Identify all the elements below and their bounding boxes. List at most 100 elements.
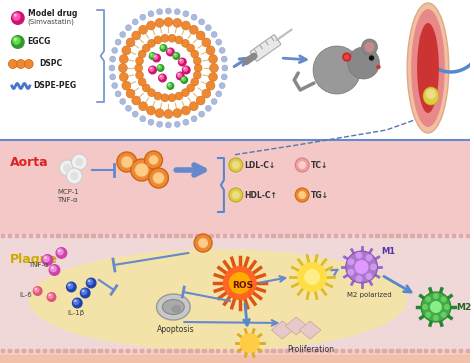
Circle shape bbox=[138, 25, 147, 34]
Circle shape bbox=[346, 251, 377, 283]
Circle shape bbox=[191, 116, 197, 122]
Circle shape bbox=[152, 53, 161, 62]
Circle shape bbox=[66, 281, 77, 293]
Bar bbox=[237, 233, 240, 237]
Circle shape bbox=[147, 39, 155, 47]
Circle shape bbox=[216, 39, 222, 45]
Text: Model drug: Model drug bbox=[28, 9, 77, 19]
Bar bbox=[195, 233, 199, 237]
Circle shape bbox=[43, 255, 50, 262]
Bar bbox=[133, 348, 136, 351]
Bar bbox=[105, 348, 109, 351]
Circle shape bbox=[240, 333, 260, 353]
Bar bbox=[223, 348, 227, 351]
Circle shape bbox=[194, 234, 212, 252]
Circle shape bbox=[165, 8, 172, 14]
Circle shape bbox=[34, 287, 40, 293]
Circle shape bbox=[221, 74, 227, 80]
Circle shape bbox=[421, 292, 451, 322]
Bar bbox=[237, 348, 240, 351]
Circle shape bbox=[441, 296, 447, 302]
Bar bbox=[452, 348, 455, 351]
Circle shape bbox=[126, 105, 131, 111]
Ellipse shape bbox=[30, 250, 406, 350]
Circle shape bbox=[149, 168, 168, 188]
Circle shape bbox=[298, 161, 306, 169]
Circle shape bbox=[182, 66, 188, 72]
Bar bbox=[452, 233, 455, 237]
Circle shape bbox=[196, 96, 205, 105]
Circle shape bbox=[444, 304, 450, 310]
Bar bbox=[272, 233, 275, 237]
Bar bbox=[91, 348, 95, 351]
Text: Apoptosis: Apoptosis bbox=[156, 325, 194, 334]
Bar bbox=[0, 355, 470, 363]
Bar bbox=[112, 348, 115, 351]
Circle shape bbox=[75, 158, 83, 166]
Bar bbox=[348, 233, 351, 237]
Circle shape bbox=[156, 64, 164, 72]
Circle shape bbox=[109, 65, 115, 71]
Circle shape bbox=[180, 59, 182, 61]
Circle shape bbox=[433, 315, 439, 321]
Circle shape bbox=[119, 54, 128, 64]
Bar bbox=[112, 233, 115, 237]
Circle shape bbox=[425, 312, 431, 318]
Circle shape bbox=[211, 98, 217, 105]
Bar bbox=[167, 348, 171, 351]
Circle shape bbox=[11, 11, 25, 25]
Circle shape bbox=[58, 249, 61, 252]
Bar bbox=[417, 233, 420, 237]
Bar bbox=[146, 233, 150, 237]
Bar bbox=[202, 348, 206, 351]
Circle shape bbox=[70, 172, 78, 180]
Bar bbox=[64, 348, 67, 351]
Circle shape bbox=[117, 152, 137, 172]
Circle shape bbox=[109, 56, 116, 62]
Bar bbox=[334, 348, 337, 351]
Circle shape bbox=[155, 109, 164, 118]
Circle shape bbox=[81, 289, 87, 295]
Circle shape bbox=[156, 9, 163, 15]
Circle shape bbox=[206, 46, 215, 55]
Bar bbox=[98, 348, 101, 351]
Circle shape bbox=[189, 102, 198, 111]
Circle shape bbox=[187, 84, 195, 92]
Bar bbox=[216, 348, 219, 351]
Bar bbox=[410, 348, 414, 351]
Circle shape bbox=[206, 81, 215, 90]
Circle shape bbox=[297, 262, 327, 292]
Circle shape bbox=[167, 48, 172, 54]
Bar bbox=[195, 348, 199, 351]
Circle shape bbox=[115, 39, 121, 45]
Bar bbox=[77, 348, 81, 351]
Circle shape bbox=[136, 57, 144, 65]
Circle shape bbox=[148, 65, 157, 74]
Circle shape bbox=[223, 266, 256, 300]
Circle shape bbox=[146, 21, 155, 30]
Bar bbox=[285, 348, 289, 351]
Circle shape bbox=[193, 57, 201, 65]
Circle shape bbox=[202, 38, 211, 47]
Circle shape bbox=[182, 78, 184, 79]
Bar bbox=[64, 233, 67, 237]
Circle shape bbox=[118, 64, 128, 73]
Bar bbox=[299, 233, 303, 237]
Circle shape bbox=[142, 44, 150, 52]
Circle shape bbox=[57, 248, 64, 256]
Circle shape bbox=[295, 158, 309, 172]
Bar bbox=[251, 233, 254, 237]
Bar bbox=[292, 233, 296, 237]
Bar bbox=[278, 233, 282, 237]
Circle shape bbox=[209, 54, 218, 64]
Circle shape bbox=[229, 272, 251, 294]
Circle shape bbox=[229, 158, 243, 172]
Ellipse shape bbox=[407, 3, 449, 133]
Circle shape bbox=[199, 111, 205, 117]
Bar bbox=[327, 233, 330, 237]
Bar bbox=[431, 233, 435, 237]
Bar bbox=[459, 233, 462, 237]
Circle shape bbox=[138, 102, 147, 111]
Circle shape bbox=[425, 296, 431, 302]
Bar bbox=[465, 348, 469, 351]
